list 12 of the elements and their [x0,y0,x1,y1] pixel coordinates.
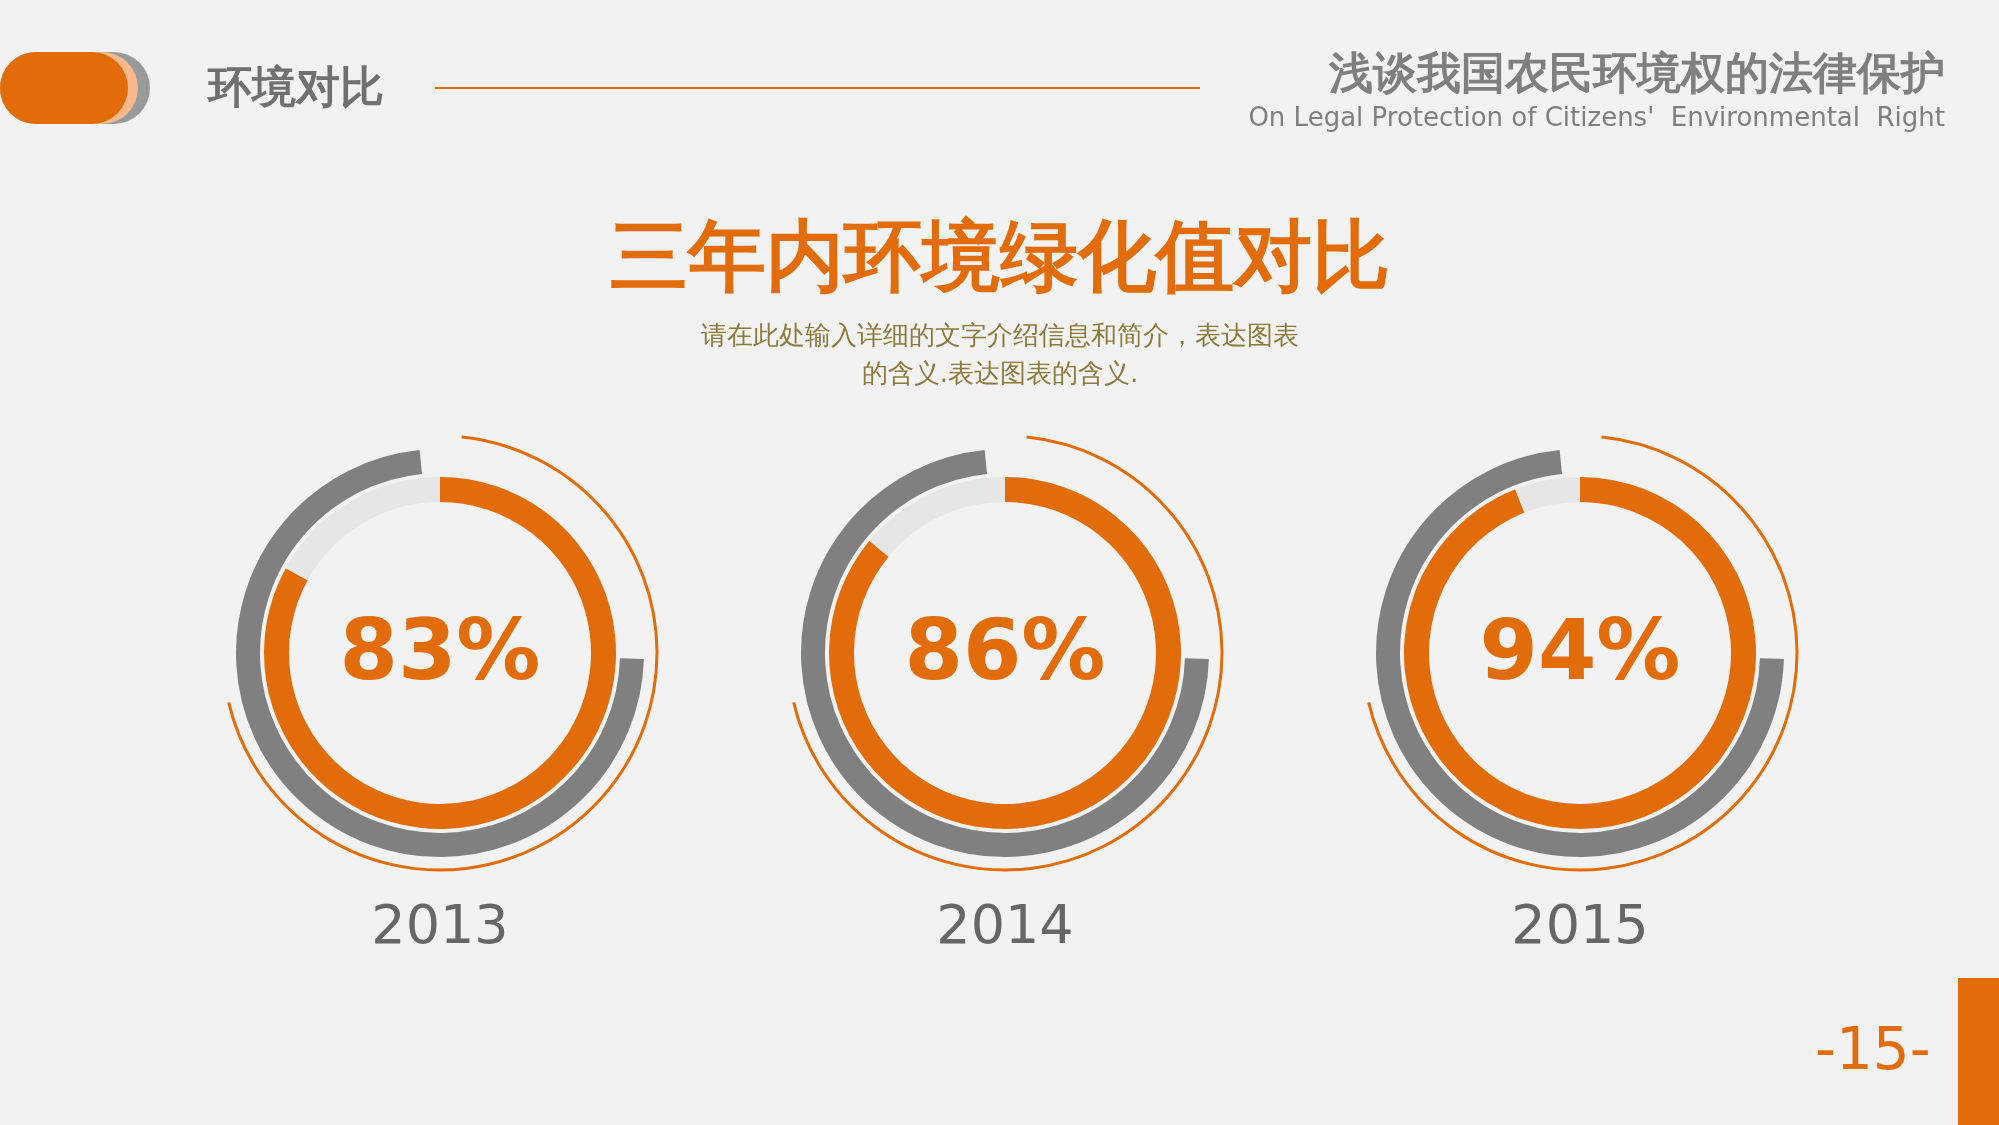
text: On Legal Protection of Citizens' Environmental Right [1248,102,1945,132]
data-label: 94% [1479,600,1681,699]
data-label: 83% [339,600,541,699]
text: 三年内环境绿化值对比 [608,210,1391,303]
text: -15- [1815,1015,1931,1083]
text: 环境对比 [208,60,384,114]
text: 浅谈我国农民环境权的法律保护 [1329,46,1945,100]
data-label: 86% [904,600,1106,699]
text: 2015 [1510,893,1650,956]
text: 2014 [935,893,1075,956]
text: 请在此处输入详细的文字介绍信息和简介，表达图表的含义.表达图表的含义. [700,319,1300,390]
text: 2013 [370,893,510,956]
